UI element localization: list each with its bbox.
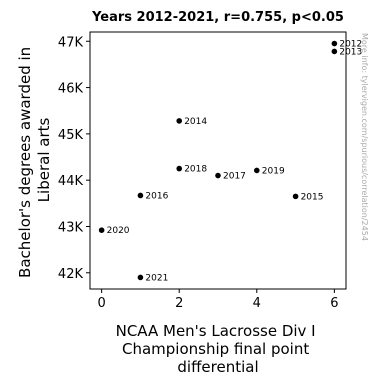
x-axis: 0 2 4 6: [97, 289, 339, 311]
x-axis-label-line-2: Championship final point: [122, 340, 309, 358]
y-tick-label: 47K: [58, 35, 84, 50]
data-point: [215, 172, 221, 179]
y-tick-label: 44K: [58, 174, 84, 189]
y-axis-label: Bachelor's degrees awarded in Liberal ar…: [16, 42, 53, 278]
data-point-label: 2020: [107, 226, 130, 236]
y-tick-label: 45K: [58, 128, 84, 143]
data-point-label: 2012: [339, 40, 362, 50]
y-tick-label: 42K: [58, 267, 84, 282]
data-point: [292, 193, 299, 200]
watermark: More info: tylervigen.com/spurious/corre…: [360, 33, 369, 241]
data-point-label: 2018: [184, 165, 207, 175]
data-point: [331, 48, 338, 55]
data-point: [176, 118, 183, 124]
y-axis-label-line-1: Bachelor's degrees awarded in: [16, 47, 34, 278]
data-point-label: 2015: [301, 192, 324, 202]
x-tick-label: 4: [253, 296, 261, 311]
x-axis-label-line-3: differential: [177, 358, 258, 373]
data-point-label: 2014: [184, 117, 207, 127]
data-point-label: 2017: [223, 172, 246, 182]
data-point: [176, 165, 183, 172]
x-axis-label-line-1: NCAA Men's Lacrosse Div I: [116, 322, 316, 340]
y-tick-label: 43K: [58, 220, 84, 235]
data-point: [253, 167, 260, 174]
y-tick-label: 46K: [58, 82, 84, 97]
x-tick-label: 0: [97, 296, 105, 311]
data-point: [98, 227, 105, 233]
data-point-label: 2021: [145, 273, 168, 283]
x-axis-label: NCAA Men's Lacrosse Div I Championship f…: [116, 322, 321, 373]
plot-area: [89, 31, 347, 290]
data-point: [331, 40, 338, 47]
data-point-label: 2016: [145, 191, 168, 201]
data-point: [137, 192, 144, 199]
y-axis-label-line-2: Liberal arts: [35, 118, 53, 203]
x-tick-label: 6: [330, 296, 338, 311]
data-point: [137, 274, 144, 281]
chart-title: Years 2012-2021, r=0.755, p<0.05: [91, 10, 344, 25]
y-axis: 42K 43K 44K 45K 46K 47K: [58, 35, 90, 282]
data-point-label: 2019: [262, 166, 285, 176]
data-point-label: 2013: [339, 47, 362, 57]
x-tick-label: 2: [175, 296, 183, 311]
